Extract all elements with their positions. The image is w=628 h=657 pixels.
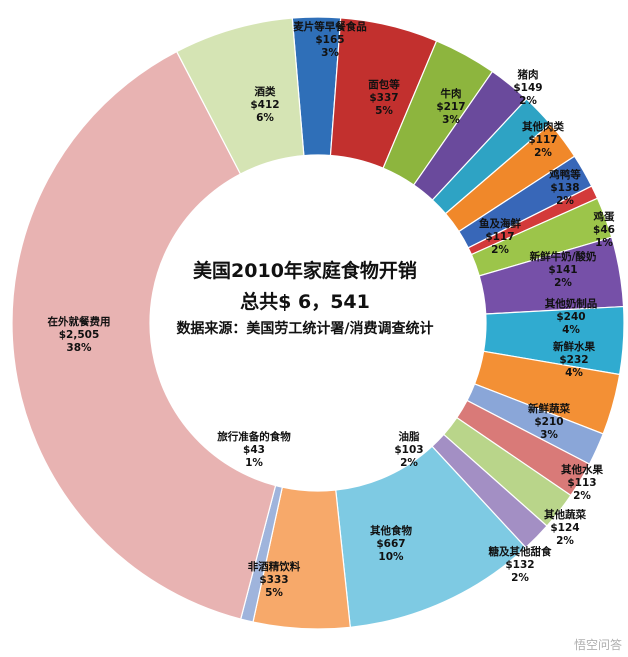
slice-label-2: 牛肉$217 3% xyxy=(436,87,465,126)
slice-label-4: 其他肉类$117 2% xyxy=(522,120,564,159)
slice-label-7: 鸡蛋$46 1% xyxy=(593,210,615,249)
source-note: 数据来源：美国劳工统计署/消费调查统计 xyxy=(176,321,434,337)
watermark: 悟空问答 xyxy=(573,638,622,652)
slice-label-16: 其他食物$667 10% xyxy=(370,524,412,563)
slice-label-3: 猪肉$149 2% xyxy=(513,68,542,107)
slice-label-11: 新鲜蔬菜$210 3% xyxy=(528,402,570,441)
slice-label-12: 其他水果$113 2% xyxy=(561,463,603,502)
slice-label-19: 在外就餐费用$2,505 38% xyxy=(48,315,111,354)
slice-label-10: 新鲜水果$232 4% xyxy=(553,340,595,379)
slices xyxy=(11,16,625,630)
slice-label-20: 酒类$412 6% xyxy=(250,85,279,124)
slice-label-17: 非酒精饮料$333 5% xyxy=(248,560,301,599)
slice-label-14: 糖及其他甜食$132 2% xyxy=(489,545,552,584)
chart-title: 美国2010年家庭食物开销 xyxy=(193,260,417,282)
slice-label-18: 旅行准备的食物$43 1% xyxy=(217,430,291,469)
chart-subtitle: 总共$ 6，541 xyxy=(240,291,370,313)
slice-label-6: 鱼及海鲜$117 2% xyxy=(479,217,521,256)
slice-label-9: 其他奶制品$240 4% xyxy=(545,297,598,336)
slice-label-8: 新鲜牛奶/酸奶$141 2% xyxy=(530,250,597,289)
slice-label-5: 鸡鸭等$138 2% xyxy=(548,168,581,207)
slice-20 xyxy=(175,17,305,175)
slice-19 xyxy=(11,50,277,620)
slice-label-1: 面包等$337 5% xyxy=(368,78,400,117)
slice-label-15: 油脂$103 2% xyxy=(394,430,423,469)
slice-label-0: 麦片等早餐食品$165 3% xyxy=(293,20,367,59)
slice-label-13: 其他蔬菜$124 2% xyxy=(544,508,586,547)
slice-labels: 麦片等早餐食品$165 3%面包等$337 5% 牛肉$217 3% 猪肉$149 2% 其他… xyxy=(48,20,615,599)
